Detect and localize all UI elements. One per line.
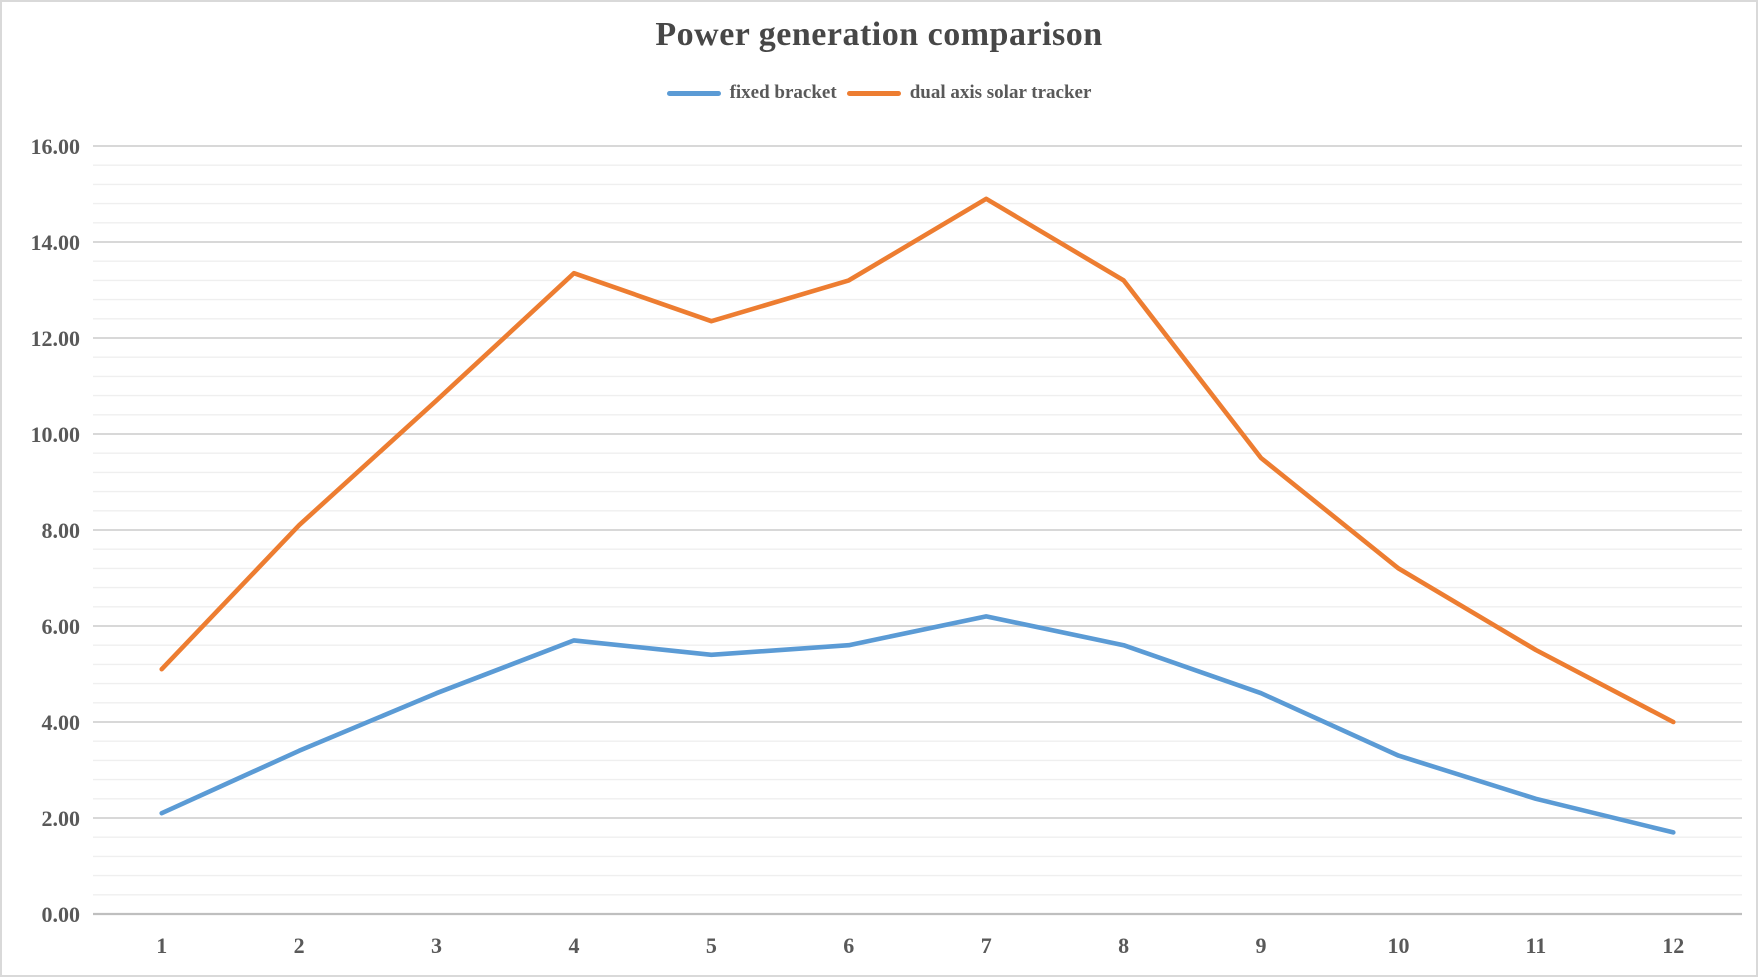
x-axis-tick-label: 6 <box>843 933 854 958</box>
series-line-fixed-bracket <box>159 614 1676 835</box>
x-axis-tick-label: 8 <box>1118 933 1129 958</box>
x-axis-tick-label: 7 <box>981 933 992 958</box>
y-axis-tick-label: 2.00 <box>42 806 81 831</box>
x-axis-tick-label: 12 <box>1662 933 1684 958</box>
x-axis-tick-label: 1 <box>156 933 167 958</box>
y-axis-tick-label: 16.00 <box>31 134 81 159</box>
series-line-dual-axis-solar-tracker <box>159 196 1676 725</box>
x-axis-tick-label: 11 <box>1525 933 1546 958</box>
x-axis-tick-label: 5 <box>706 933 717 958</box>
y-axis-tick-label: 10.00 <box>31 422 81 447</box>
y-axis-tick-label: 6.00 <box>42 614 81 639</box>
x-axis-tick-label: 9 <box>1256 933 1267 958</box>
y-axis-tick-label: 12.00 <box>31 326 81 351</box>
x-axis-tick-label: 10 <box>1387 933 1409 958</box>
x-axis-tick-label: 4 <box>568 933 579 958</box>
y-axis-tick-label: 14.00 <box>31 230 81 255</box>
x-axis-tick-label: 2 <box>294 933 305 958</box>
y-axis-tick-label: 4.00 <box>42 710 81 735</box>
y-axis-tick-label: 0.00 <box>42 902 81 927</box>
y-axis-tick-label: 8.00 <box>42 518 81 543</box>
x-axis-tick-label: 3 <box>431 933 442 958</box>
